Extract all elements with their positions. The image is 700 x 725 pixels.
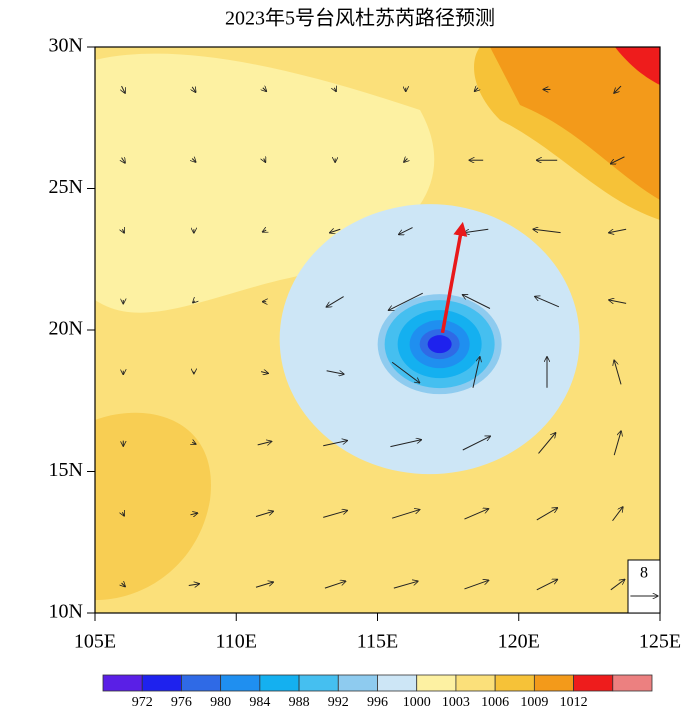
wind-vector — [334, 88, 336, 91]
wind-vector — [463, 295, 491, 309]
colorbar-swatch — [533, 674, 574, 692]
wind-vector — [611, 156, 625, 164]
reference-box — [627, 559, 661, 614]
wind-vector — [464, 509, 488, 520]
x-tick-label: 120E — [498, 631, 540, 653]
colorbar-swatch — [573, 674, 614, 692]
wind-vector — [391, 361, 419, 382]
x-tick-label: 105E — [74, 631, 116, 653]
wind-vector — [464, 580, 488, 590]
wind-vector — [263, 88, 266, 91]
wind-vector — [326, 371, 344, 374]
y-tick-label: 20N — [49, 318, 83, 340]
wind-vector — [404, 159, 407, 162]
wind-vector — [122, 583, 125, 586]
wind-vector — [255, 582, 273, 588]
wind-vector — [538, 433, 556, 454]
colorbar-swatch — [337, 674, 378, 692]
colorbar-label: 1009 — [520, 695, 548, 710]
colorbar-label: 980 — [210, 695, 231, 710]
y-tick-label: 10N — [49, 601, 83, 623]
wind-vector — [472, 357, 480, 388]
wind-vector — [614, 85, 622, 93]
pressure-shade — [615, 47, 660, 85]
wind-vector — [475, 88, 478, 91]
wind-vector — [263, 230, 266, 232]
colorbar-swatch — [259, 674, 300, 692]
wind-vector — [612, 507, 623, 522]
wind-vector — [257, 442, 272, 445]
colorbar-label: 976 — [171, 695, 192, 710]
y-tick-label: 25N — [49, 176, 83, 198]
colorbar-swatch — [416, 674, 457, 692]
wind-vector — [122, 158, 125, 163]
colorbar-swatch — [102, 674, 143, 692]
wind-vector — [614, 361, 622, 385]
wind-vector — [188, 584, 199, 586]
wind-vector — [264, 159, 266, 162]
wind-vector — [323, 441, 347, 447]
wind-vector — [464, 228, 489, 232]
track-arrow — [440, 221, 468, 334]
wind-vector — [609, 229, 627, 232]
colorbar-swatch — [181, 674, 222, 692]
x-tick-label: 125E — [639, 631, 681, 653]
wind-vector — [192, 87, 195, 92]
wind-vector — [533, 229, 561, 234]
pressure-shade — [490, 47, 660, 200]
colorbar-swatch — [494, 674, 535, 692]
y-tick-label: 30N — [49, 35, 83, 57]
colorbar-label: 1000 — [403, 695, 431, 710]
wind-vector — [392, 510, 419, 519]
colorbar-swatch — [220, 674, 261, 692]
wind-vector — [255, 511, 273, 517]
colorbar-label: 984 — [249, 695, 270, 710]
wind-vector — [122, 512, 124, 515]
wind-vector — [536, 508, 557, 521]
colorbar-swatch — [377, 674, 418, 692]
wind-vector — [389, 292, 423, 310]
colorbar-swatch — [298, 674, 339, 692]
colorbar-label: 1006 — [481, 695, 509, 710]
wind-vector — [462, 436, 490, 451]
wind-vector — [536, 580, 557, 591]
wind-vector — [610, 580, 625, 591]
colorbar-swatch — [455, 674, 496, 692]
wind-vector — [122, 229, 124, 232]
wind-vector — [192, 442, 195, 444]
colorbar-label: 988 — [289, 695, 310, 710]
colorbar-swatch — [612, 674, 653, 692]
wind-vector — [193, 301, 195, 303]
wind-vector — [323, 511, 347, 518]
wind-vector — [535, 297, 560, 308]
colorbar-label: 996 — [367, 695, 388, 710]
wind-vector — [613, 431, 621, 456]
plot-area — [95, 47, 660, 613]
chart-title: 2023年5号台风杜苏芮路径预测 — [225, 7, 495, 30]
colorbar-swatch — [141, 674, 182, 692]
wind-vector — [260, 372, 268, 374]
pressure-shade — [95, 412, 211, 600]
pressure-shade — [427, 335, 452, 354]
wind-vector — [327, 296, 344, 307]
wind-vector — [330, 229, 341, 232]
colorbar-label: 1012 — [560, 695, 588, 710]
colorbar-label: 992 — [328, 695, 349, 710]
wind-vector — [390, 440, 421, 448]
x-tick-label: 115E — [357, 631, 398, 653]
wind-vector — [190, 513, 197, 515]
colorbar-label: 972 — [132, 695, 153, 710]
colorbar-label: 1003 — [442, 695, 470, 710]
wind-vector — [399, 227, 413, 235]
reference-label: 8 — [640, 565, 648, 582]
wind-vector — [122, 85, 125, 93]
wind-vector — [609, 300, 627, 303]
y-tick-label: 15N — [49, 459, 83, 481]
x-tick-label: 110E — [216, 631, 257, 653]
wind-vector — [324, 581, 345, 589]
wind-vector — [192, 159, 195, 162]
wind-vector — [393, 581, 418, 589]
